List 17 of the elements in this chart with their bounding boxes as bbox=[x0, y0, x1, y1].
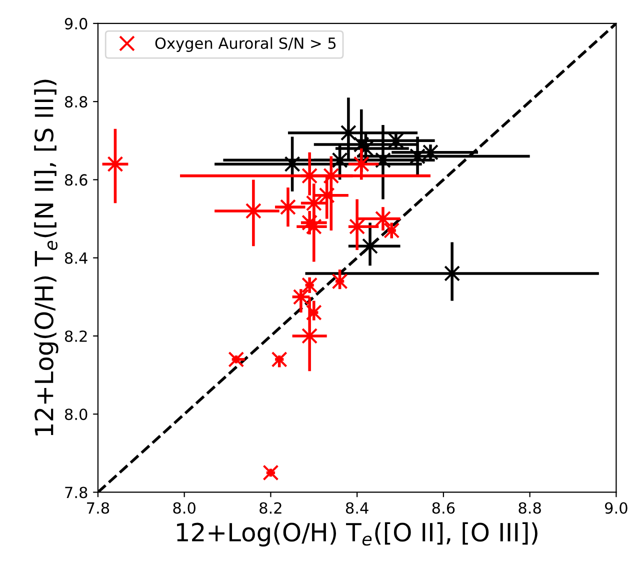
y-tick-label: 8.6 bbox=[64, 174, 88, 186]
y-tick-label: 8.8 bbox=[64, 96, 88, 108]
y-tick-label: 8.2 bbox=[64, 330, 87, 342]
x-tick-label: 8.2 bbox=[260, 502, 282, 514]
legend-label: Oxygen Auroral S/N > 5 bbox=[155, 37, 336, 52]
y-tick-label: 8.0 bbox=[64, 408, 88, 420]
y-tick-label: 8.4 bbox=[64, 252, 88, 264]
x-axis-title: 12+Log(O/H) T$_{e}$([O II], [O III]) bbox=[177, 522, 538, 546]
x-tick-label: 8.4 bbox=[346, 502, 368, 514]
y-tick-label: 9.0 bbox=[64, 18, 88, 30]
y-tick-label: 7.8 bbox=[65, 486, 88, 498]
x-tick-label: 9.0 bbox=[605, 502, 628, 514]
x-tick-label: 8.8 bbox=[518, 502, 541, 514]
x-tick-label: 8.6 bbox=[432, 502, 455, 514]
x-tick-label: 7.8 bbox=[87, 502, 110, 514]
x-tick-label: 8.0 bbox=[173, 502, 196, 514]
y-axis-title: 12+Log(O/H) T$_{e}$([N II], [S III]) bbox=[34, 80, 58, 436]
